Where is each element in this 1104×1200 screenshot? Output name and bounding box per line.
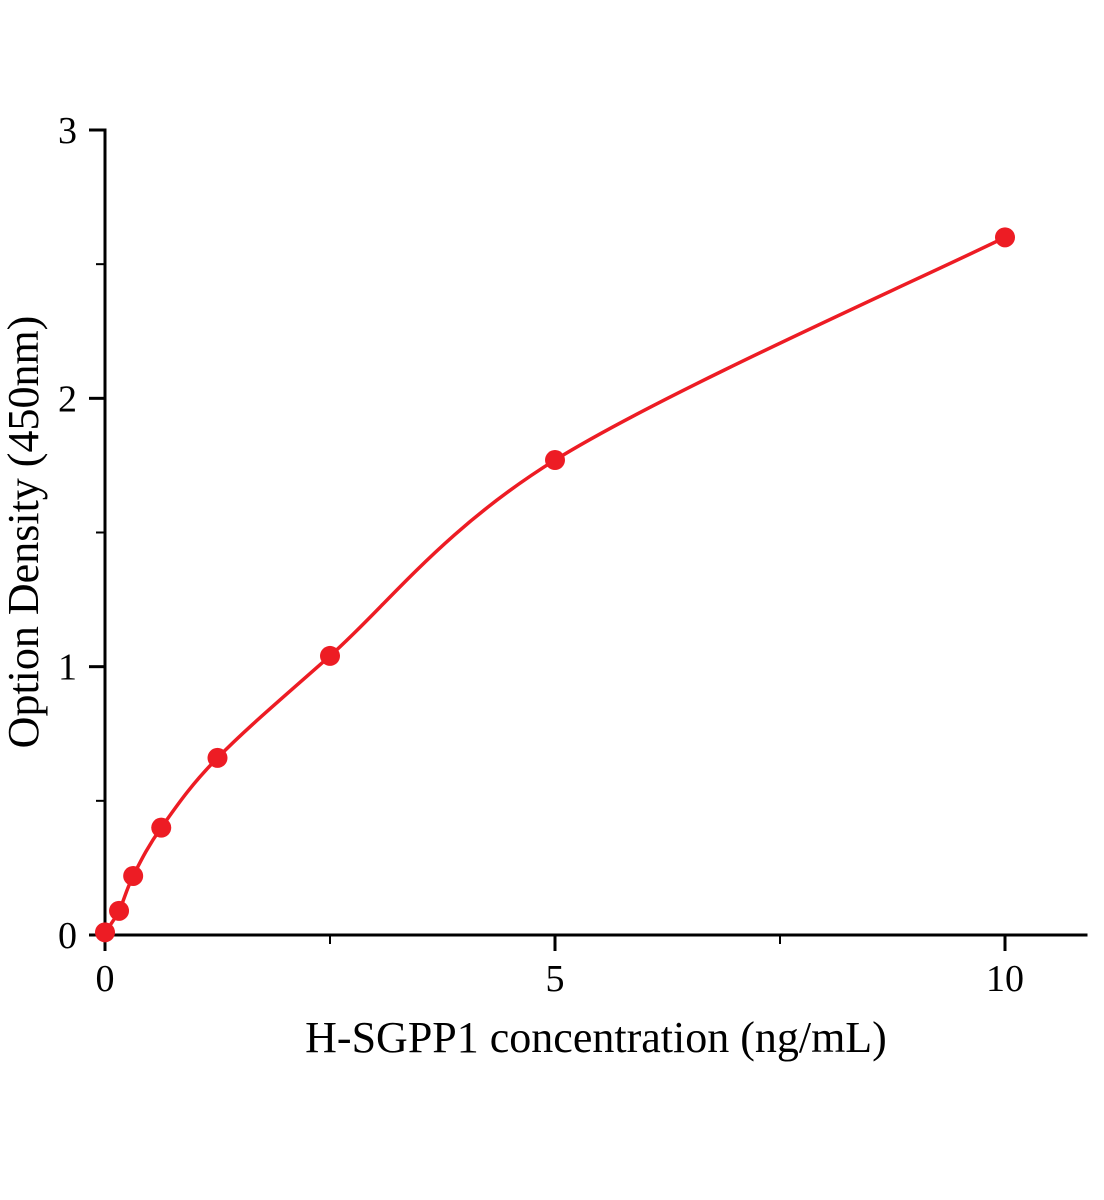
y-tick-label: 2 (58, 378, 77, 420)
axis-ticks (89, 128, 1007, 951)
x-tick-label: 5 (546, 958, 565, 1000)
y-axis-title: Option Density (450nm) (0, 316, 48, 749)
x-axis-title: H-SGPP1 concentration (ng/mL) (305, 1013, 887, 1062)
standard-curve-line (103, 235, 1007, 935)
data-point (545, 450, 565, 471)
x-tick-label: 10 (986, 958, 1024, 1000)
data-point (123, 865, 144, 886)
axis-titles: H-SGPP1 concentration (ng/mL) Option Den… (0, 316, 887, 1062)
y-tick-label: 3 (58, 110, 77, 152)
data-point (109, 900, 130, 921)
axis-spines (103, 128, 1088, 937)
data-point (207, 747, 228, 768)
data-point (151, 817, 172, 838)
y-tick-label: 0 (58, 915, 77, 957)
data-point (995, 227, 1015, 248)
fit-curve (103, 235, 1007, 935)
y-tick-label: 1 (58, 647, 77, 689)
tick-labels: 0 1 2 3 0 5 10 (58, 110, 1024, 1000)
data-points (95, 227, 1015, 943)
axes (103, 128, 1088, 937)
data-point (95, 922, 115, 943)
x-tick-label: 0 (96, 958, 115, 1000)
data-point (320, 645, 340, 666)
